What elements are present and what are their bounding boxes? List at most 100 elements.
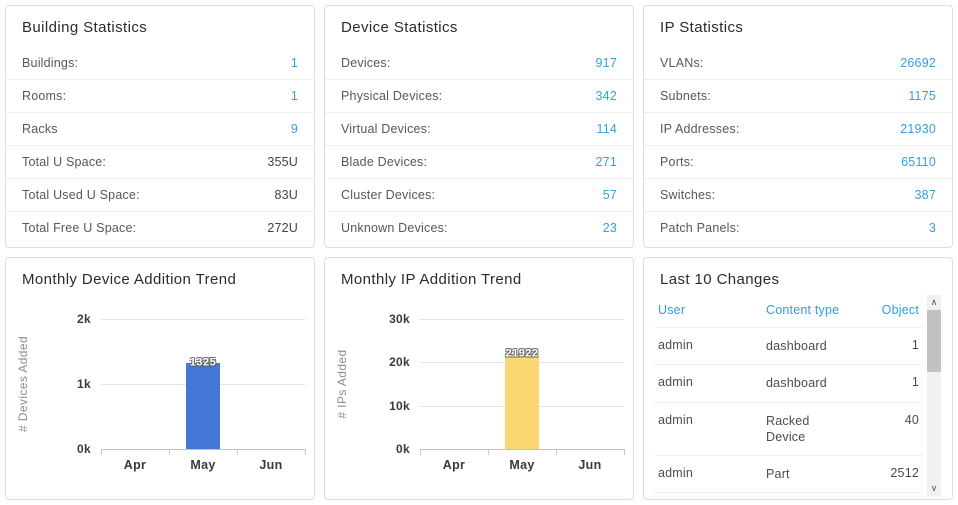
x-axis-tick bbox=[624, 449, 625, 455]
stat-value-link[interactable]: 57 bbox=[602, 188, 617, 202]
plot-area: # IPs Added 0k 10k 20k 30k Apr May Jun 21922 bbox=[335, 312, 625, 472]
scrollbar-track[interactable] bbox=[927, 310, 941, 481]
panel-title: Monthly Device Addition Trend bbox=[22, 271, 237, 288]
y-tick-label: 2k bbox=[77, 312, 91, 326]
cell-user: admin bbox=[658, 466, 694, 480]
table-header-user: User bbox=[658, 303, 686, 317]
stat-row: Cluster Devices: 57 bbox=[325, 179, 633, 212]
device-trend-chart: # Devices Added 0k 1k 2k Apr May Jun 1325 bbox=[6, 258, 314, 499]
stat-label: IP Addresses: bbox=[660, 122, 740, 136]
stat-value: 355U bbox=[267, 155, 298, 169]
cell-user: admin bbox=[658, 338, 694, 352]
x-axis-tick bbox=[487, 449, 489, 455]
stat-label: Devices: bbox=[341, 56, 391, 70]
x-axis-label: Jun bbox=[578, 458, 602, 472]
scroll-down-arrow-icon[interactable]: ∨ bbox=[930, 483, 938, 494]
x-axis-tick bbox=[168, 449, 170, 455]
stat-row: Devices: 917 bbox=[325, 47, 633, 80]
stat-row: IP Addresses: 21930 bbox=[644, 113, 952, 146]
gridline bbox=[420, 319, 624, 320]
y-axis-title: # IPs Added bbox=[335, 349, 349, 419]
panel-title: Building Statistics bbox=[22, 19, 148, 36]
stat-label: Total Used U Space: bbox=[22, 188, 140, 202]
stat-label: Unknown Devices: bbox=[341, 221, 448, 235]
y-tick-label: 1k bbox=[77, 377, 91, 391]
cell-content-type: Part bbox=[766, 467, 790, 481]
bar[interactable]: 21922 bbox=[505, 347, 539, 449]
stat-label: Total Free U Space: bbox=[22, 221, 137, 235]
cell-content-type: dashboard bbox=[766, 376, 827, 391]
stat-label: Switches: bbox=[660, 188, 716, 202]
stat-value-link[interactable]: 1175 bbox=[908, 89, 936, 103]
stat-label: Buildings: bbox=[22, 56, 79, 70]
stat-value: 272U bbox=[267, 221, 298, 235]
bar-value-label: 1325 bbox=[189, 356, 217, 369]
x-axis-label: May bbox=[190, 458, 216, 472]
stat-row: Total U Space: 355U bbox=[6, 146, 314, 179]
stat-row: Racks 9 bbox=[6, 113, 314, 146]
stat-value-link[interactable]: 26692 bbox=[900, 56, 936, 70]
y-tick-label: 10k bbox=[389, 398, 410, 413]
stat-value-link[interactable]: 9 bbox=[290, 122, 298, 136]
stat-value: 83U bbox=[274, 188, 298, 202]
stat-row: Blade Devices: 271 bbox=[325, 146, 633, 179]
stat-value-link[interactable]: 65110 bbox=[901, 155, 936, 169]
device-trend-panel: Monthly Device Addition Trend # Devices … bbox=[5, 257, 315, 500]
cell-content-type: Racked Device bbox=[766, 413, 810, 444]
stat-value-link[interactable]: 23 bbox=[602, 221, 617, 235]
stat-label: Blade Devices: bbox=[341, 155, 428, 169]
table-header-row: User Content type Object bbox=[654, 295, 923, 328]
x-axis-label: May bbox=[509, 458, 535, 472]
stat-row: Patch Panels: 3 bbox=[644, 212, 952, 244]
stat-row: Rooms: 1 bbox=[6, 80, 314, 113]
building-statistics-panel: Building Statistics Buildings: 1 Rooms: … bbox=[5, 5, 315, 248]
stat-label: Physical Devices: bbox=[341, 89, 443, 103]
stat-value-link[interactable]: 271 bbox=[595, 155, 617, 169]
x-axis-label: Apr bbox=[123, 458, 147, 472]
x-axis-tick bbox=[555, 449, 557, 455]
cell-object: 1 bbox=[911, 375, 919, 390]
stat-value-link[interactable]: 21930 bbox=[900, 122, 936, 136]
stat-label: Subnets: bbox=[660, 89, 711, 103]
ip-statistics-panel: IP Statistics VLANs: 26692 Subnets: 1175… bbox=[643, 5, 953, 248]
last-changes-table: User Content type Object admin dashboard 1… bbox=[654, 295, 923, 496]
x-axis-label: Jun bbox=[259, 458, 283, 472]
table-row: admin dashboard 1 bbox=[654, 365, 923, 403]
panel-title: IP Statistics bbox=[660, 19, 744, 36]
x-axis-tick bbox=[305, 449, 306, 455]
stat-value-link[interactable]: 387 bbox=[914, 188, 936, 202]
panel-title: Last 10 Changes bbox=[660, 271, 780, 288]
stat-value-link[interactable]: 342 bbox=[595, 89, 617, 103]
cell-object: 2512 bbox=[890, 466, 919, 480]
cell-user: admin bbox=[658, 412, 694, 427]
stat-value-link[interactable]: 3 bbox=[928, 221, 936, 235]
stat-row: Unknown Devices: 23 bbox=[325, 212, 633, 244]
stat-value-link[interactable]: 1 bbox=[290, 56, 298, 70]
stat-value-link[interactable]: 1 bbox=[290, 89, 298, 103]
stat-label: VLANs: bbox=[660, 56, 704, 70]
table-row: admin dashboard 1 bbox=[654, 328, 923, 366]
scrollbar[interactable]: ∧ ∨ bbox=[927, 295, 941, 496]
bar[interactable]: 1325 bbox=[186, 356, 220, 449]
cell-user: admin bbox=[658, 375, 694, 390]
cell-content-type: dashboard bbox=[766, 339, 827, 353]
stat-row: Switches: 387 bbox=[644, 179, 952, 212]
scroll-up-arrow-icon[interactable]: ∧ bbox=[930, 297, 938, 308]
y-tick-label: 20k bbox=[389, 355, 410, 370]
table-row: admin Racked Device 40 bbox=[654, 403, 923, 456]
plot-area: # Devices Added 0k 1k 2k Apr May Jun 1325 bbox=[16, 312, 306, 472]
table-header-object: Object bbox=[881, 303, 919, 317]
stat-value-link[interactable]: 917 bbox=[595, 56, 617, 70]
cell-object: 40 bbox=[904, 412, 919, 427]
stat-row: Total Used U Space: 83U bbox=[6, 179, 314, 212]
table-row: adminPart2511 bbox=[654, 493, 923, 496]
y-tick-label: 0k bbox=[396, 442, 410, 456]
stat-row: Virtual Devices: 114 bbox=[325, 113, 633, 146]
stat-value-link[interactable]: 114 bbox=[596, 122, 617, 136]
x-axis-label: Apr bbox=[442, 458, 466, 472]
stat-label: Patch Panels: bbox=[660, 221, 740, 235]
stat-row: Ports: 65110 bbox=[644, 146, 952, 179]
stat-row: Physical Devices: 342 bbox=[325, 80, 633, 113]
gridline bbox=[101, 319, 305, 320]
scrollbar-thumb[interactable] bbox=[927, 310, 941, 372]
